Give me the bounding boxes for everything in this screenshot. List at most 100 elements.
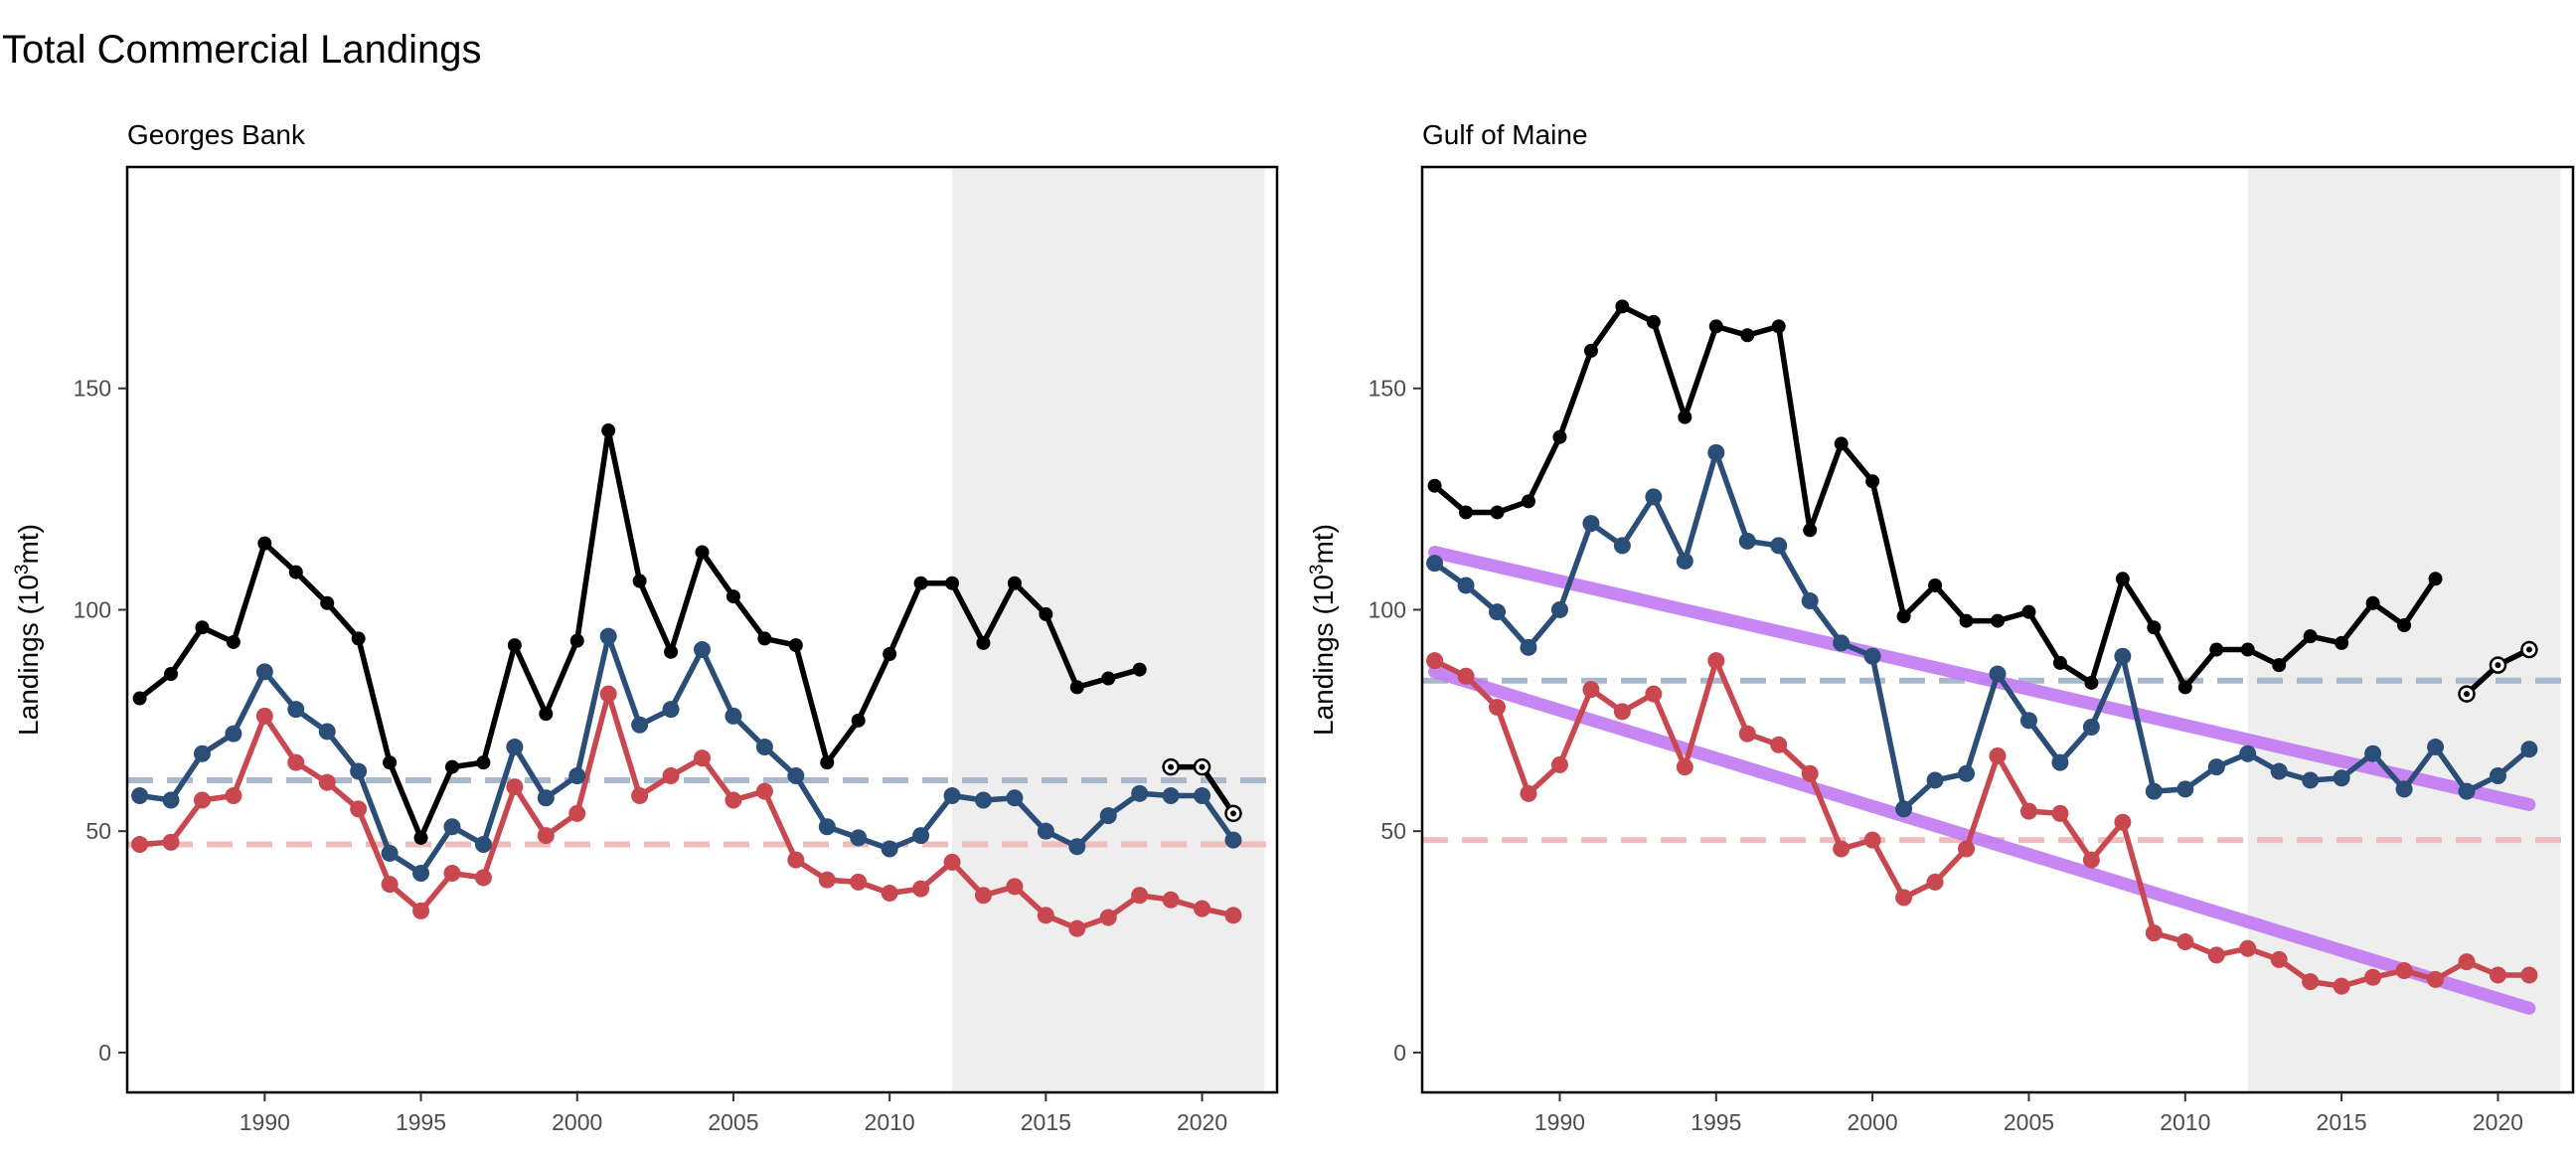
data-point-total	[976, 635, 991, 650]
y-tick-label: 100	[74, 596, 111, 622]
y-tick-label: 100	[1368, 596, 1406, 622]
data-point-red	[881, 885, 898, 903]
data-point-blue	[2427, 739, 2445, 756]
data-point-blue	[1457, 577, 1475, 594]
data-point-red	[1895, 889, 1913, 907]
data-point-blue	[2207, 758, 2225, 776]
y-tick-label: 0	[98, 1040, 111, 1066]
data-point-center	[1229, 810, 1236, 817]
data-point-total	[2147, 620, 2162, 635]
data-point-red	[1489, 698, 1507, 716]
data-point-red	[1582, 681, 1600, 699]
data-point-total	[132, 691, 147, 706]
data-point-red	[1863, 831, 1881, 849]
panel-title: Georges Bank	[127, 119, 306, 150]
data-point-blue	[318, 723, 336, 741]
data-point-blue	[599, 627, 617, 645]
data-point-blue	[162, 791, 180, 809]
panel-frame	[1420, 165, 2575, 1094]
y-tick-label: 50	[1380, 818, 1406, 844]
data-point-total	[695, 545, 710, 560]
data-point-red	[1426, 652, 1444, 670]
data-point-total	[195, 620, 210, 635]
data-point-red	[1801, 764, 1819, 782]
trend-line-1	[1428, 546, 2536, 811]
x-tick-label: 2010	[2160, 1109, 2210, 1135]
data-point-blue	[1926, 771, 1944, 789]
x-tick-label: 2015	[1021, 1109, 1071, 1135]
data-point-blue	[787, 767, 805, 784]
data-point-blue	[1520, 638, 1537, 656]
data-point-blue	[2458, 782, 2476, 800]
data-point-red	[2333, 977, 2350, 995]
data-point-red	[850, 873, 868, 891]
data-point-total	[1101, 671, 1116, 686]
data-point-total	[1834, 436, 1849, 451]
data-point-total	[1007, 576, 1022, 590]
data-point-total	[2021, 604, 2036, 619]
data-point-blue	[2395, 780, 2413, 798]
data-point-total	[2272, 658, 2287, 673]
data-point-total	[1459, 505, 1474, 520]
data-point-blue	[1833, 634, 1851, 652]
data-point-red	[2395, 962, 2413, 979]
data-point-red	[2176, 933, 2194, 951]
data-point-red	[1738, 725, 1756, 743]
y-axis-label: Landings (103mt)	[1307, 524, 1339, 736]
data-point-blue	[2364, 745, 2382, 762]
data-point-total	[569, 633, 584, 648]
data-point-total	[820, 755, 835, 770]
data-point-red	[2364, 968, 2382, 986]
data-point-blue	[1989, 665, 2007, 683]
data-point-red	[537, 827, 555, 845]
data-point-red	[2082, 851, 2100, 869]
panel-1: Georges Bank 1990 1995 2000 2005 2010 2015 2020…	[12, 119, 1279, 1135]
data-point-total	[1771, 319, 1786, 334]
data-point-total	[664, 644, 679, 659]
data-point-total	[1991, 613, 2005, 628]
data-point-total	[788, 638, 803, 653]
data-point-red	[2302, 973, 2320, 991]
data-point-red	[412, 902, 430, 919]
data-point-red	[1613, 703, 1631, 721]
data-point-total	[851, 713, 866, 728]
panel-frame	[125, 165, 1279, 1094]
data-point-blue	[1194, 787, 1211, 805]
data-point-total	[1740, 328, 1755, 343]
data-point-red	[943, 853, 961, 871]
data-point-blue	[1224, 831, 1242, 849]
data-point-blue	[381, 844, 399, 862]
data-point-center	[1199, 763, 1206, 770]
data-point-blue	[1645, 488, 1663, 506]
data-point-blue	[443, 818, 461, 836]
data-point-red	[1131, 887, 1149, 905]
data-point-blue	[724, 707, 742, 725]
data-point-total	[1646, 314, 1661, 329]
data-point-total	[257, 536, 272, 551]
data-point-red	[2239, 939, 2257, 957]
data-point-blue	[912, 827, 930, 845]
data-point-blue	[1162, 787, 1180, 805]
data-point-center	[1168, 763, 1175, 770]
data-point-red	[131, 836, 149, 854]
data-point-blue	[662, 701, 680, 719]
data-point-blue	[412, 865, 430, 882]
data-point-red	[1989, 746, 2007, 764]
data-point-blue	[2145, 782, 2163, 800]
data-point-blue	[2489, 767, 2506, 784]
data-point-red	[631, 787, 649, 805]
data-point-blue	[2270, 762, 2288, 780]
data-point-red	[1037, 907, 1054, 924]
data-point-blue	[131, 787, 149, 805]
data-point-total	[1427, 478, 1442, 493]
data-point-red	[2520, 966, 2538, 984]
x-tick-label: 2000	[1848, 1109, 1898, 1135]
data-point-red	[287, 753, 305, 771]
data-point-blue	[1863, 647, 1881, 665]
data-point-blue	[506, 739, 524, 756]
data-point-blue	[1801, 592, 1819, 610]
page-title: Total Commercial Landings	[2, 28, 482, 72]
data-point-red	[912, 880, 930, 898]
data-point-red	[1006, 878, 1024, 896]
data-point-red	[2427, 970, 2445, 988]
